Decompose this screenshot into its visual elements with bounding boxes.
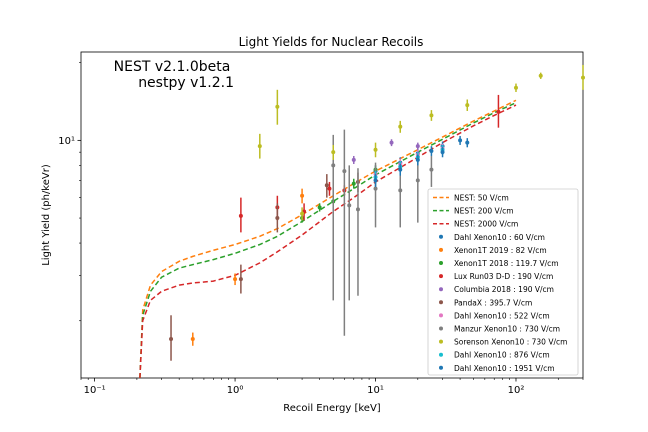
data-points [169, 64, 585, 361]
legend-series-label-6: Dahl Xenon10 : 522 V/cm [454, 311, 550, 320]
x-tick-label-2: 10¹ [367, 385, 384, 396]
y-axis-ticks: 10¹ [58, 62, 81, 322]
series-8-point-1 [275, 104, 280, 109]
series-10-point-0 [373, 178, 378, 183]
series-2-point-3 [351, 181, 356, 186]
legend-series-swatch-10 [439, 365, 443, 370]
series-7-point-5 [398, 188, 403, 193]
series-8 [257, 64, 585, 221]
legend-series-swatch-2 [439, 261, 443, 265]
legend-series-swatch-8 [439, 339, 443, 344]
series-2-point-1 [317, 205, 322, 210]
series-8-point-7 [465, 103, 470, 108]
series-1 [190, 188, 305, 346]
series-8-point-10 [581, 75, 585, 80]
series-0 [373, 135, 463, 178]
series-3 [238, 94, 501, 233]
series-5-point-1 [238, 277, 243, 282]
series-5-point-3 [324, 183, 329, 188]
series-4 [351, 139, 420, 164]
legend-series-swatch-0 [439, 234, 443, 239]
series-7-point-4 [373, 186, 378, 191]
legend-series-label-7: Manzur Xenon10 : 730 V/cm [454, 325, 560, 334]
series-7-point-0 [331, 163, 336, 168]
version-annotation-line2: nestpy v1.2.1 [138, 75, 234, 91]
series-3-point-5 [496, 109, 501, 114]
series-7-point-7 [429, 167, 434, 172]
series-10 [373, 138, 470, 187]
series-1-point-0 [190, 336, 195, 341]
legend-series-label-5: PandaX : 395.7 V/cm [454, 298, 532, 307]
series-0-point-5 [458, 138, 463, 143]
series-7-point-2 [347, 203, 352, 208]
curve-1 [139, 102, 517, 379]
series-0-point-3 [429, 148, 434, 153]
legend-box [427, 188, 579, 376]
legend-series-label-9: Dahl Xenon10 : 876 V/cm [454, 351, 550, 360]
series-8-point-6 [429, 113, 434, 118]
x-tick-label-1: 10⁰ [227, 385, 244, 396]
x-tick-label-3: 10² [508, 385, 525, 396]
series-5 [169, 172, 360, 361]
y-tick-label-0: 10¹ [58, 136, 75, 147]
series-8-point-5 [398, 124, 403, 129]
legend: NEST: 50 V/cm NEST: 200 V/cm NEST: 2000 V/… [427, 188, 579, 376]
version-annotation-line1: NEST v2.1.0beta [114, 59, 231, 75]
series-4-point-1 [389, 140, 394, 145]
legend-series-swatch-7 [439, 326, 443, 331]
series-7-point-3 [355, 207, 360, 212]
series-8-point-0 [257, 144, 262, 149]
legend-series-label-2: Xenon1T 2018 : 119.7 V/cm [454, 259, 559, 268]
legend-series-label-1: Xenon1T 2019 : 82 V/cm [454, 246, 547, 255]
series-4-point-2 [415, 144, 420, 149]
series-1-point-1 [233, 277, 238, 282]
legend-curve-label-0: NEST: 50 V/cm [454, 194, 509, 203]
legend-series-label-8: Sorenson Xenon10 : 730 V/cm [454, 338, 567, 347]
legend-series-label-0: Dahl Xenon10 : 60 V/cm [454, 233, 545, 242]
legend-curve-label-1: NEST: 200 V/cm [454, 207, 514, 216]
chart-title: Light Yields for Nuclear Recoils [239, 35, 424, 49]
series-5-point-0 [169, 336, 174, 341]
legend-curve-label-2: NEST: 2000 V/cm [454, 220, 518, 229]
series-5-point-2 [275, 216, 280, 221]
x-tick-label-0: 10⁻¹ [84, 385, 106, 396]
x-axis-label: Recoil Energy [keV] [283, 403, 381, 414]
series-1-point-2 [300, 193, 305, 198]
series-8-point-9 [538, 73, 543, 78]
y-axis-label: Light Yield (ph/keVr) [41, 164, 52, 266]
plot-area [80, 51, 585, 379]
plot-frame [80, 51, 584, 379]
series-7-point-6 [415, 178, 420, 183]
series-8-point-3 [331, 150, 336, 155]
series-3-point-3 [327, 186, 332, 191]
series-3-point-0 [238, 213, 243, 218]
legend-series-swatch-1 [439, 247, 443, 252]
series-10-point-1 [398, 167, 403, 172]
series-10-point-3 [440, 150, 445, 155]
legend-series-label-4: Columbia 2018 : 190 V/cm [454, 285, 554, 294]
legend-series-swatch-9 [439, 352, 443, 357]
curve-2 [139, 104, 517, 379]
series-10-point-4 [465, 140, 470, 145]
legend-series-swatch-6 [439, 313, 443, 318]
series-8-point-8 [513, 85, 518, 90]
legend-series-label-3: Lux Run03 D-D : 190 V/cm [454, 272, 553, 281]
x-axis-ticks: 10⁻¹ 10⁰ 10¹ 10² [80, 378, 584, 396]
series-8-point-4 [373, 147, 378, 152]
legend-series-swatch-3 [439, 274, 443, 279]
series-4-point-0 [351, 157, 356, 162]
series-8-point-2 [300, 211, 305, 216]
legend-series-label-10: Dahl Xenon10 : 1951 V/cm [454, 364, 555, 373]
series-10-point-2 [415, 157, 420, 162]
series-7-point-1 [342, 169, 347, 174]
legend-series-swatch-4 [439, 287, 443, 292]
series-2 [300, 165, 378, 223]
legend-series-swatch-5 [439, 300, 443, 305]
